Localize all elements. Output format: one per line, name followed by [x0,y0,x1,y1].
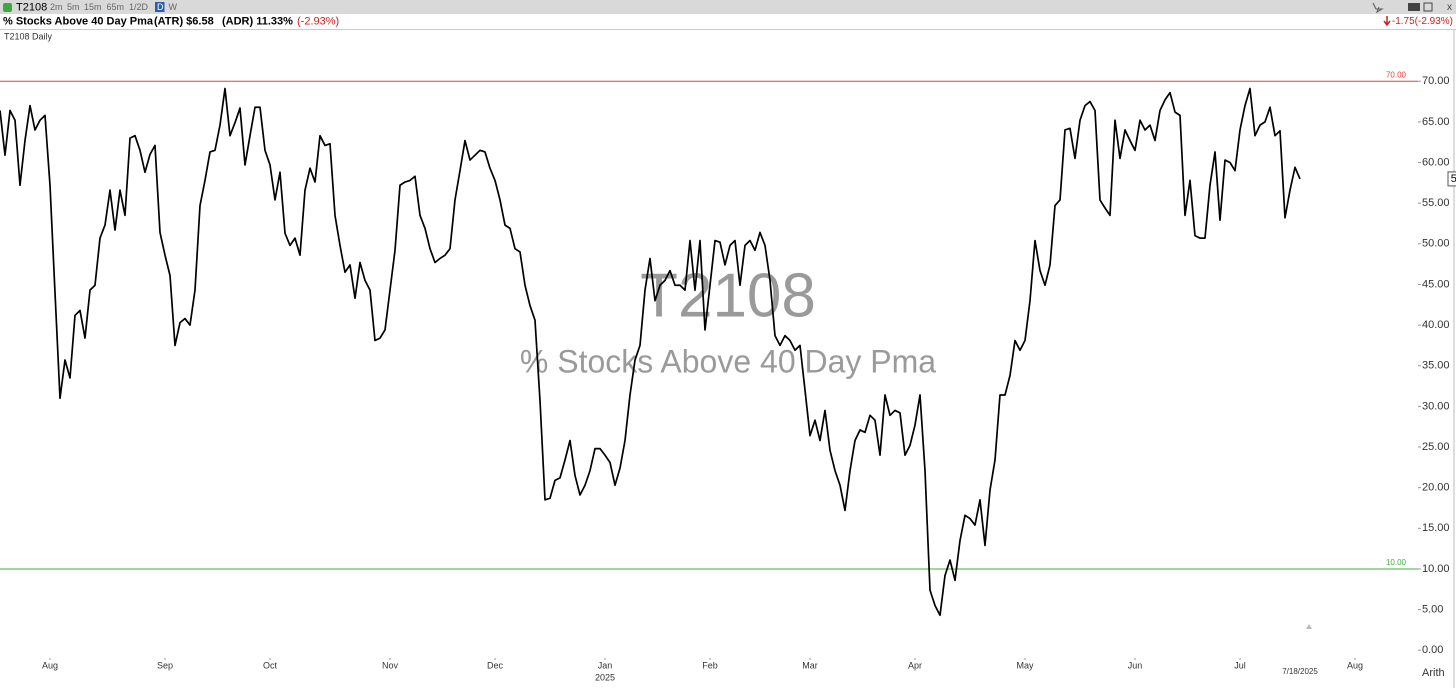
symbol-icon [3,3,12,12]
x-tick-label: Jan [598,660,613,670]
series-line [0,87,1301,617]
y-tick-label: 5.00 [1422,604,1443,616]
interval[interactable]: 1/2D [129,2,149,12]
close-icon[interactable]: x [1447,2,1452,13]
y-tick-label: 45.00 [1422,278,1450,290]
last-date: 7/18/2025 [1282,667,1318,676]
chart: T2108 % Stocks Above 40 Day Pma 0.00 5.00 10… [0,70,1456,682]
interval[interactable]: 5m [67,2,80,12]
adr: (ADR) 11.33% [222,15,293,27]
interval[interactable]: D [157,2,164,12]
interval-selected [155,2,165,12]
atr: (ATR) $6.58 [154,15,214,27]
y-tick-label: 30.00 [1422,400,1450,412]
watermark-title: T2108 [640,261,816,330]
window-icon [1423,2,1433,12]
y-tick-label: 35.00 [1422,360,1450,372]
interval[interactable]: 15m [84,2,102,12]
year-label: 2025 [595,672,615,682]
toolbar [0,0,1456,14]
y-tick-label: 15.00 [1422,522,1450,534]
symbol: T2108 [16,1,47,13]
x-tick-label: Mar [802,660,818,670]
x-tick-label: Aug [42,660,58,670]
y-tick-label: 65.00 [1422,116,1450,128]
star-icon [1372,2,1384,14]
toolbar-icon [1408,3,1420,11]
reference-label: 10.00 [1386,558,1407,567]
interval[interactable]: W [169,2,178,12]
x-tick-label: Oct [263,660,278,670]
x-tick-label: Apr [908,660,922,670]
interval[interactable]: 2m [50,2,63,12]
header-title: % Stocks Above 40 Day Pma [3,15,154,27]
y-tick-label: 20.00 [1422,482,1450,494]
last-date-marker [1306,624,1312,629]
x-tick-label: Dec [487,660,504,670]
reference-label: 70.00 [1386,70,1407,79]
change: (-2.93%) [297,15,339,27]
x-tick-label: Jul [1234,660,1246,670]
y-tick-label: 60.00 [1422,156,1450,168]
y-tick-label: 40.00 [1422,319,1450,331]
last-value-label: 57.98 [1451,173,1456,185]
x-tick-label: Jun [1128,660,1143,670]
down-arrow [1383,16,1391,27]
y-tick-label: 25.00 [1422,441,1450,453]
watermark-subtitle: % Stocks Above 40 Day Pma [520,343,936,379]
y-tick-label: 50.00 [1422,238,1450,250]
interval[interactable]: 65m [107,2,125,12]
x-tick-label: Aug [1347,660,1363,670]
last-value-box [1447,171,1456,187]
intervals: 2m 5m 15m 65m 1/2D D W [50,2,178,12]
x-tick-label: Nov [382,660,399,670]
y-tick-label: 10.00 [1422,563,1450,575]
y-tick-label: 0.00 [1422,644,1443,656]
x-tick-label: Sep [157,660,173,670]
y-tick-label: 55.00 [1422,197,1450,209]
y-tick-label: 70.00 [1422,75,1450,87]
change-right: -1.75(-2.93%) [1392,16,1453,27]
chart-name[interactable]: T2108 Daily [4,31,53,41]
scale-mode[interactable]: Arith [1422,667,1445,679]
x-tick-label: Feb [702,660,718,670]
x-tick-label: May [1016,660,1034,670]
